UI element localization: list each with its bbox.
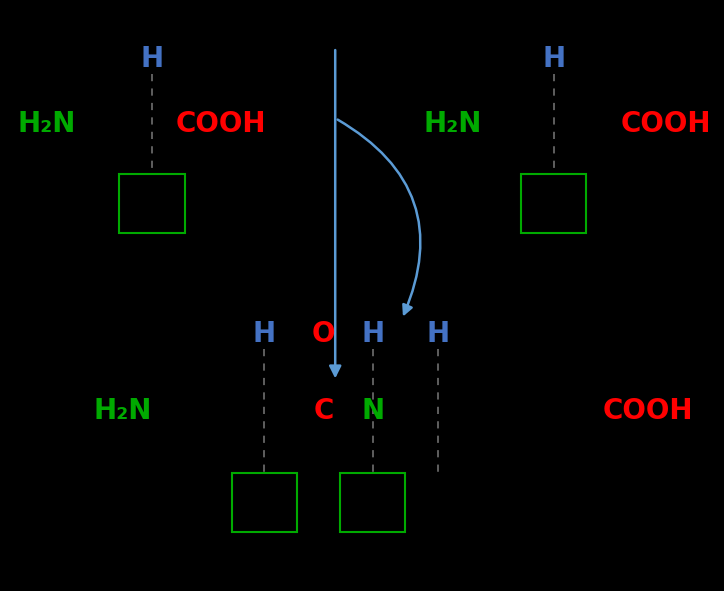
Bar bbox=[340, 473, 405, 532]
Text: H₂N: H₂N bbox=[18, 110, 76, 138]
Text: COOH: COOH bbox=[175, 110, 266, 138]
Text: H₂N: H₂N bbox=[94, 397, 152, 425]
Text: H₂N: H₂N bbox=[424, 110, 481, 138]
Text: H: H bbox=[361, 320, 384, 348]
Bar bbox=[521, 174, 586, 233]
Text: COOH: COOH bbox=[602, 397, 694, 425]
Text: H: H bbox=[140, 45, 164, 73]
Text: H: H bbox=[426, 320, 450, 348]
Text: N: N bbox=[361, 397, 384, 425]
Text: C: C bbox=[313, 397, 334, 425]
Text: H: H bbox=[542, 45, 565, 73]
Text: H: H bbox=[253, 320, 276, 348]
Text: COOH: COOH bbox=[621, 110, 711, 138]
Bar bbox=[232, 473, 297, 532]
Text: O: O bbox=[312, 320, 335, 348]
Bar bbox=[119, 174, 185, 233]
